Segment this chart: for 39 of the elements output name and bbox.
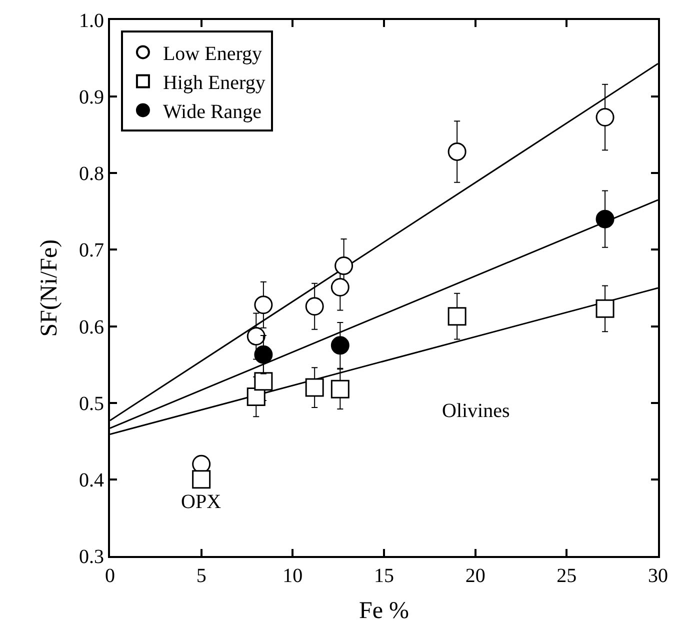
- point: [254, 372, 273, 391]
- point: [448, 307, 466, 326]
- y-tick-label: 0.3: [79, 546, 104, 568]
- y-tick-label: 0.9: [79, 86, 104, 109]
- point: [334, 256, 354, 276]
- y-tick-label: 0.4: [79, 469, 104, 492]
- point: [448, 142, 466, 161]
- point: [246, 387, 266, 406]
- legend-label: Wide Range: [162, 101, 262, 124]
- legend-label: Low Energy: [162, 43, 262, 66]
- point: [305, 297, 324, 316]
- x-tick-label: 5: [196, 565, 206, 587]
- point: [254, 345, 273, 364]
- y-tick-label: 0.7: [79, 240, 104, 262]
- annotation: OPX: [181, 491, 222, 513]
- point: [596, 299, 614, 318]
- point: [246, 326, 266, 346]
- x-axis-title: Fe %: [359, 598, 409, 624]
- point: [330, 380, 350, 398]
- y-tick-label: 1.0: [79, 10, 104, 32]
- annotation: Olivines: [442, 400, 510, 422]
- y-axis-title: SF(Ni/Fe): [36, 239, 63, 337]
- point: [596, 210, 614, 228]
- point: [192, 470, 211, 489]
- point: [330, 336, 350, 355]
- point: [305, 378, 324, 397]
- x-tick-label: 20: [465, 565, 486, 587]
- point: [330, 278, 350, 296]
- x-tick-label: 0: [105, 565, 115, 587]
- y-tick-label: 0.6: [79, 316, 104, 338]
- x-tick-label: 10: [282, 565, 303, 587]
- legend-label: High Energy: [162, 72, 266, 94]
- x-tick-label: 15: [374, 565, 394, 587]
- y-tick-label: 0.5: [79, 392, 104, 415]
- y-tick-label: 0.8: [79, 163, 104, 186]
- point: [596, 108, 614, 126]
- point: [254, 296, 273, 314]
- x-tick-label: 30: [648, 565, 668, 587]
- x-tick-label: 25: [556, 565, 577, 587]
